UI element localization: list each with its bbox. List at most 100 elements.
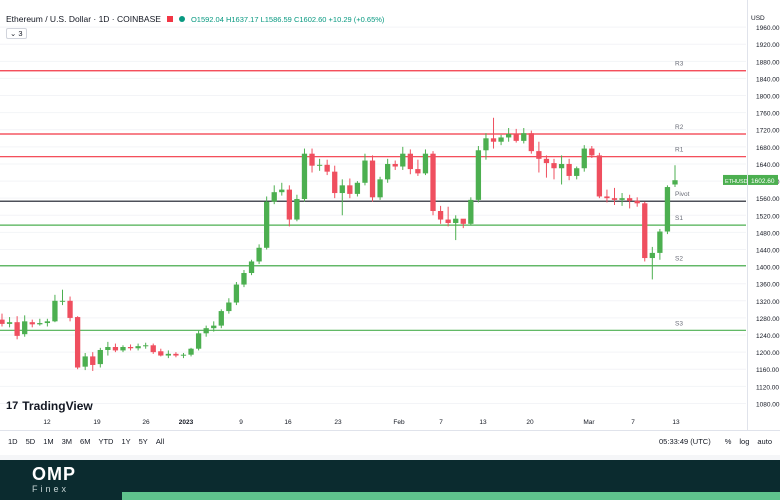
candle-body bbox=[165, 353, 172, 356]
candle bbox=[437, 205, 444, 224]
log-toggle[interactable]: log bbox=[739, 436, 750, 446]
candle bbox=[581, 145, 587, 172]
candle-body bbox=[513, 134, 519, 141]
price-tag-value: 1602.60 bbox=[751, 178, 775, 185]
auto-toggle[interactable]: auto bbox=[757, 436, 772, 446]
candle-body bbox=[6, 322, 13, 324]
candle-body bbox=[0, 319, 5, 324]
time-tick-label: 9 bbox=[239, 419, 243, 426]
candle bbox=[611, 187, 618, 206]
candle-body bbox=[619, 198, 625, 200]
candle bbox=[67, 296, 73, 322]
candle bbox=[604, 189, 610, 203]
clock[interactable]: 05:33:49 (UTC) bbox=[659, 436, 711, 446]
candle bbox=[29, 319, 35, 328]
price-tick-label: 1320.00 bbox=[756, 299, 780, 306]
tv-logo-text: TradingView bbox=[22, 399, 93, 413]
candle bbox=[332, 165, 338, 199]
price-tag-symbol: ETHUSD bbox=[725, 179, 748, 185]
candle bbox=[543, 155, 550, 178]
candle-body bbox=[528, 133, 534, 152]
candle-body bbox=[248, 261, 255, 274]
price-tag-symbol-bg bbox=[723, 174, 747, 185]
timeframe-list: 1D 5D 1M 3M 6M YTD 1Y 5Y All bbox=[0, 437, 164, 446]
timeframe-all[interactable]: All bbox=[155, 436, 165, 446]
time-tick-label: 26 bbox=[142, 419, 150, 426]
candle-body bbox=[143, 345, 149, 347]
candle-body bbox=[90, 356, 96, 365]
timeframe-1m[interactable]: 1M bbox=[43, 436, 54, 446]
time-tick-label: 23 bbox=[334, 419, 342, 426]
price-tag-value-bg bbox=[748, 174, 778, 185]
candle-body bbox=[82, 356, 88, 367]
candle-body bbox=[536, 151, 542, 159]
candle bbox=[513, 128, 519, 143]
timeframe-5d[interactable]: 5D bbox=[25, 436, 36, 446]
candle-body bbox=[385, 163, 391, 180]
candle-body bbox=[415, 169, 421, 174]
current-price-tag: ETHUSD 1602.60 bbox=[723, 174, 778, 185]
candle-body bbox=[604, 196, 610, 199]
candle-body bbox=[256, 247, 262, 262]
timeframe-3m[interactable]: 3M bbox=[61, 436, 73, 446]
candle bbox=[301, 148, 308, 202]
price-tick-label: 1920.00 bbox=[756, 42, 780, 49]
candle-body bbox=[22, 321, 28, 335]
candle-body bbox=[626, 198, 633, 201]
brand-sub: Finex bbox=[32, 484, 70, 494]
candle-body bbox=[392, 163, 398, 167]
timeframe-6m[interactable]: 6M bbox=[80, 436, 91, 446]
candle-body bbox=[150, 345, 156, 353]
candle-body bbox=[400, 153, 406, 167]
price-chart[interactable]: R3 R2 R1 Pivot S1 S2 S3 1080.00 1120.00 1160.00 1… bbox=[0, 0, 780, 430]
timeframe-ytd[interactable]: YTD bbox=[98, 436, 114, 446]
candle bbox=[369, 155, 376, 202]
price-tick-label: 1800.00 bbox=[756, 94, 780, 101]
candle bbox=[521, 128, 527, 144]
down-square-icon bbox=[166, 16, 173, 22]
candle bbox=[634, 197, 640, 207]
candle bbox=[536, 141, 542, 173]
candle bbox=[105, 341, 111, 356]
candle bbox=[354, 181, 361, 197]
candle-body bbox=[468, 199, 474, 224]
candle bbox=[377, 176, 383, 200]
candle-body bbox=[649, 252, 655, 259]
candle-body bbox=[339, 185, 345, 194]
candle bbox=[324, 159, 330, 176]
candle-body bbox=[14, 322, 20, 336]
candle-body bbox=[52, 300, 58, 322]
price-tick-label: 1680.00 bbox=[756, 145, 780, 152]
candle-body bbox=[657, 231, 663, 253]
tradingview-logo[interactable]: 17 TradingView bbox=[6, 399, 93, 413]
timeframe-1d[interactable]: 1D bbox=[8, 436, 18, 446]
symbol-title[interactable]: Ethereum / U.S. Dollar · 1D · COINBASE bbox=[6, 14, 161, 24]
timeframe-1y[interactable]: 1Y bbox=[121, 436, 131, 446]
candle bbox=[233, 281, 240, 306]
time-axis: 12 19 26 2023 9 16 23 Feb 7 13 20 Mar 7 13 bbox=[43, 419, 680, 426]
indicators-toggle[interactable]: ⌄ 3 bbox=[6, 28, 27, 39]
candle bbox=[248, 259, 255, 276]
level-label-s3: S3 bbox=[675, 320, 683, 327]
candle bbox=[127, 344, 134, 351]
candle-body bbox=[173, 353, 179, 356]
candle-body bbox=[551, 163, 557, 169]
candle bbox=[642, 201, 648, 262]
market-status-icon bbox=[178, 16, 185, 22]
level-label-r1: R1 bbox=[675, 147, 684, 154]
candle-body bbox=[453, 218, 459, 223]
bottom-toolbar: 1D 5D 1M 3M 6M YTD 1Y 5Y All 05:33:49 (UTC) % lo… bbox=[0, 430, 780, 451]
candle bbox=[483, 133, 489, 160]
time-tick-label: 13 bbox=[672, 419, 680, 426]
candle-body bbox=[460, 218, 466, 224]
candle bbox=[173, 352, 179, 358]
candle bbox=[316, 158, 323, 171]
candle bbox=[558, 155, 565, 185]
timeframe-5y[interactable]: 5Y bbox=[138, 436, 148, 446]
candle bbox=[59, 289, 66, 306]
percent-toggle[interactable]: % bbox=[724, 436, 732, 446]
candle-body bbox=[362, 160, 368, 183]
candle-body bbox=[596, 155, 603, 197]
level-label-pivot: Pivot bbox=[675, 191, 690, 198]
candle-body bbox=[354, 182, 361, 194]
